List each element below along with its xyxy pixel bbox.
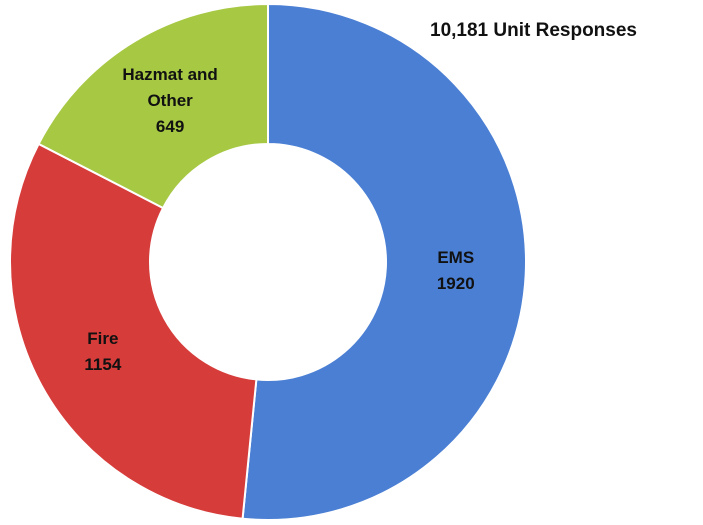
category-label: Fire xyxy=(87,328,119,348)
data-label: Fire 1154 xyxy=(43,326,163,378)
data-label: EMS 1920 xyxy=(396,245,516,297)
donut-segment xyxy=(9,142,258,520)
value-label: 649 xyxy=(155,117,185,137)
category-label: Hazmat and Other xyxy=(122,65,218,111)
value-label: 1920 xyxy=(436,274,475,294)
data-label: Hazmat and Other 649 xyxy=(110,62,230,140)
chart-title: 10,181 Unit Responses xyxy=(430,20,637,41)
donut-segment xyxy=(241,2,527,521)
donut-segment xyxy=(37,2,269,210)
value-label: 1154 xyxy=(84,354,122,374)
category-label: EMS xyxy=(437,248,475,268)
